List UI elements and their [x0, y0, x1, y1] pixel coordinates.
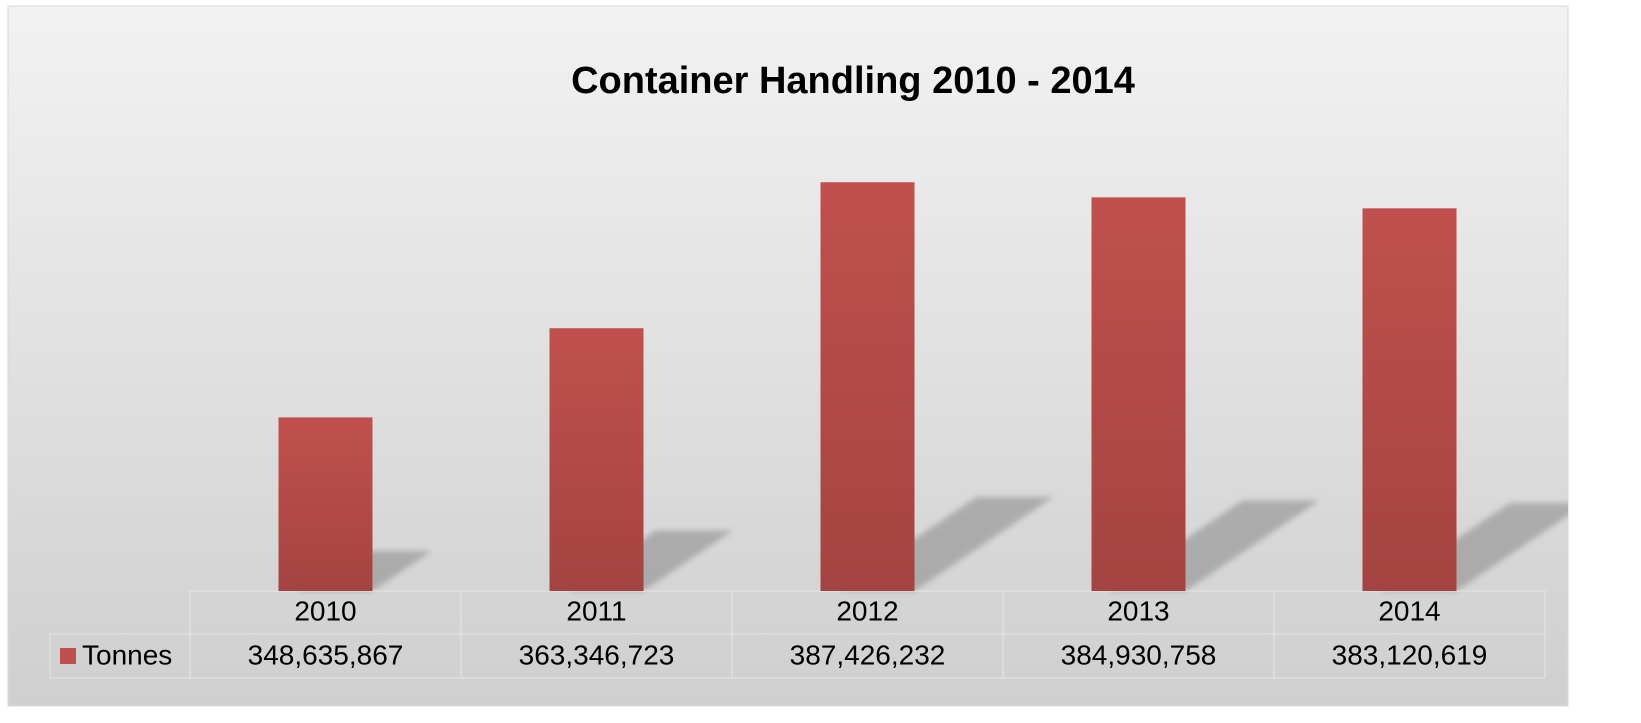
x-tick-label: 2010 — [294, 595, 356, 626]
data-label: 363,346,723 — [519, 639, 675, 670]
bar-shading — [278, 417, 373, 591]
chart-title: Container Handling 2010 - 2014 — [571, 60, 1135, 102]
bar-shading — [1362, 208, 1457, 592]
x-tick-label: 2011 — [566, 595, 626, 626]
bar-shading — [549, 328, 644, 591]
legend-label: Tonnes — [82, 639, 172, 670]
legend-swatch — [60, 648, 76, 664]
bar-shading — [820, 182, 915, 592]
data-label: 387,426,232 — [790, 639, 946, 670]
x-tick-label: 2013 — [1107, 595, 1169, 626]
data-label: 348,635,867 — [248, 639, 404, 670]
x-tick-label: 2014 — [1378, 595, 1440, 626]
chart-background — [7, 5, 1569, 707]
data-label: 383,120,619 — [1332, 639, 1488, 670]
x-tick-label: 2012 — [836, 595, 898, 626]
data-label: 384,930,758 — [1061, 639, 1217, 670]
bar-shading — [1091, 197, 1186, 591]
